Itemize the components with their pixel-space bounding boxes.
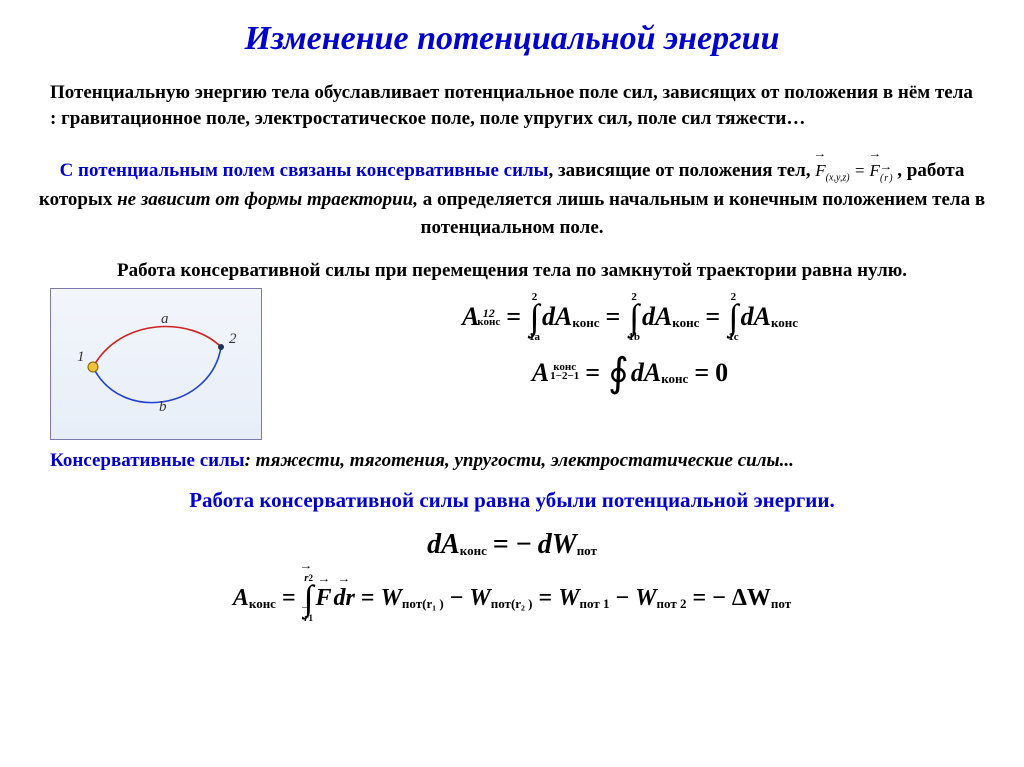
- path-diagram: 1 2 a b: [50, 288, 262, 440]
- list-tail: : тяжести, тяготения, упругости, электро…: [245, 450, 794, 471]
- main-statement: Работа консервативной силы равна убыли п…: [60, 488, 964, 513]
- bottom-formulas: dAконс = − dWпот Aконс = r2∫r1 Fdr = Wпо…: [30, 523, 994, 630]
- node-1: [88, 362, 98, 372]
- intro-paragraph: Потенциальную энергию тела обуславливает…: [50, 80, 974, 131]
- formula-Akons: Aконс = r2∫r1 Fdr = Wпот(r₁ ) − Wпот(r₂ …: [233, 573, 791, 624]
- conservative-list: Консервативные силы: тяжести, тяготения,…: [50, 450, 974, 472]
- page-title: Изменение потенциальной энергии: [30, 20, 994, 58]
- formula-line-2: Aконс1−2−1 = ∮ dAконс = 0: [532, 355, 728, 391]
- label-a: a: [161, 311, 169, 327]
- after-lead: , зависящие от положения тел,: [549, 160, 816, 181]
- list-head: Консервативные силы: [50, 450, 245, 471]
- conservative-definition: С потенциальным полем связаны консервати…: [36, 157, 988, 241]
- path-b: [93, 347, 221, 403]
- formula-line-1: A12конс = 2∫1a dAконс = 2∫1b dAконс = 2∫…: [462, 292, 798, 343]
- closed-path-heading: Работа консервативной силы при перемещен…: [70, 259, 954, 284]
- node-2: [218, 344, 224, 350]
- mid-formulas: A12конс = 2∫1a dAконс = 2∫1b dAконс = 2∫…: [262, 286, 974, 397]
- formula-dA: dAконс = − dWпот: [427, 529, 597, 561]
- diagram-svg: 1 2 a b: [51, 289, 261, 439]
- tail2: а определяется лишь начальным и конечным…: [418, 189, 985, 238]
- slide-page: Изменение потенциальной энергии Потенциа…: [0, 0, 1024, 767]
- label-b: b: [159, 399, 167, 415]
- label-1: 1: [77, 349, 85, 365]
- path-a: [93, 326, 221, 366]
- mid-row: 1 2 a b A12конс = 2∫1a dAконс = 2∫1b dAк…: [50, 286, 974, 440]
- lead-text: С потенциальным полем связаны консервати…: [60, 160, 549, 181]
- inline-formula: F(x,y,z) = F(r): [815, 161, 892, 180]
- tail-emph: не зависит от формы траектории,: [117, 189, 418, 210]
- label-2: 2: [229, 331, 237, 347]
